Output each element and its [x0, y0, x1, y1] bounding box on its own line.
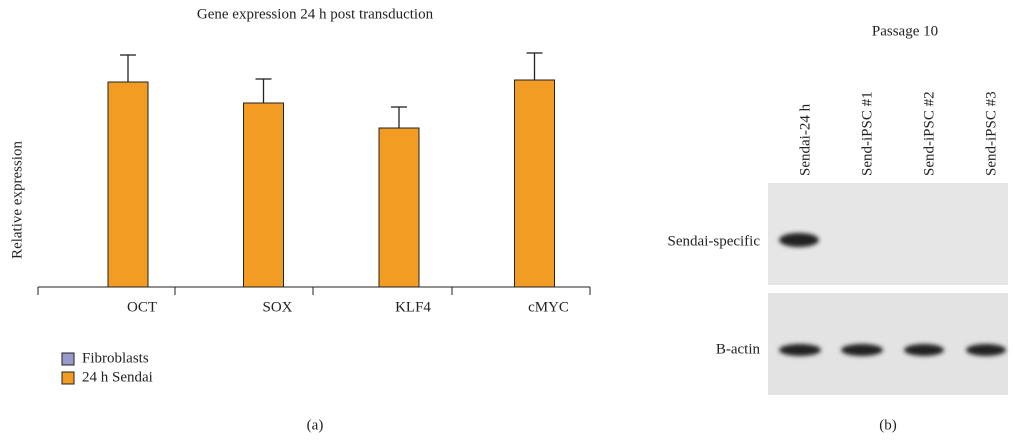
bar [107, 81, 149, 288]
x-tick-label: cMYC [528, 299, 569, 315]
panel-label: (b) [879, 417, 897, 433]
gel-band [779, 233, 819, 247]
gel-band [779, 344, 821, 356]
bar [378, 127, 420, 288]
gel-title: Passage 10 [872, 23, 938, 39]
error-bar [120, 54, 136, 82]
gel-lane-label: Send-iPSC #2 [921, 91, 937, 176]
error-bar [255, 78, 272, 103]
x-tick-label: KLF4 [395, 299, 431, 315]
gel-row-label: B-actin [716, 341, 761, 357]
gel-lane-label: Send-iPSC #1 [859, 91, 875, 176]
bar [514, 79, 555, 288]
bar [243, 102, 284, 288]
legend-swatch [61, 352, 75, 366]
panel-label: (a) [307, 417, 324, 433]
gel-band [841, 344, 883, 356]
gel-lane-label: Sendai-24 h [797, 103, 813, 176]
gel-band [904, 344, 944, 356]
legend-label: 24 h Sendai [82, 369, 153, 385]
gel-lane-label: Send-iPSC #3 [983, 91, 999, 176]
error-bar [391, 106, 407, 128]
gel-row-label: Sendai-specific [668, 233, 761, 249]
legend-label: Fibroblasts [82, 350, 149, 366]
x-tick-label: OCT [127, 299, 157, 315]
x-tick-label: SOX [262, 299, 292, 315]
legend-swatch [61, 371, 75, 385]
error-bar [526, 52, 543, 80]
gel-image [768, 293, 1008, 395]
gel-band [966, 344, 1006, 356]
y-axis-label: Relative expression [9, 141, 25, 259]
chart-title: Gene expression 24 h post transduction [197, 6, 434, 22]
